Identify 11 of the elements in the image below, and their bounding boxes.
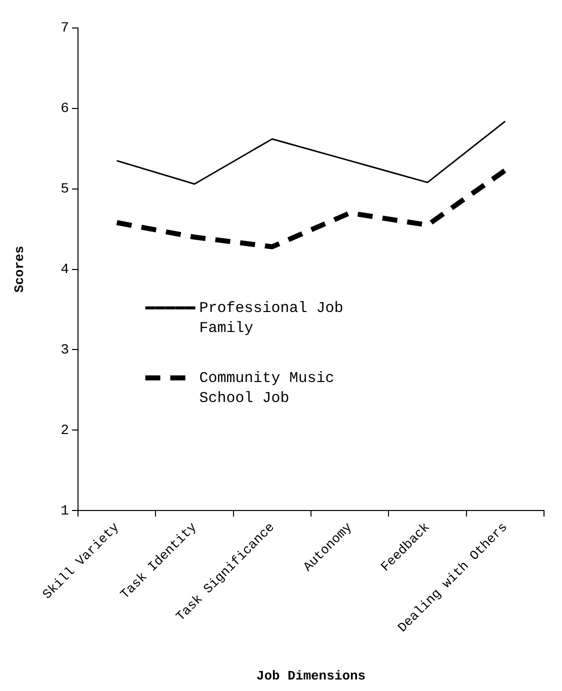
y-tick-label: 7 [60,20,69,37]
y-tick-label: 4 [60,262,69,278]
y-tick-label: 5 [60,182,69,198]
y-tick-label: 2 [60,422,69,439]
legend-label: Community Music School Job [199,370,334,407]
y-axis-title: Scores [12,246,28,293]
y-tick-label: 1 [60,503,69,520]
y-tick-label: 3 [60,342,69,358]
legend-label: Professional Job Family [199,300,344,337]
x-axis-title: Job Dimensions [256,668,366,684]
y-tick-label: 6 [60,101,69,118]
